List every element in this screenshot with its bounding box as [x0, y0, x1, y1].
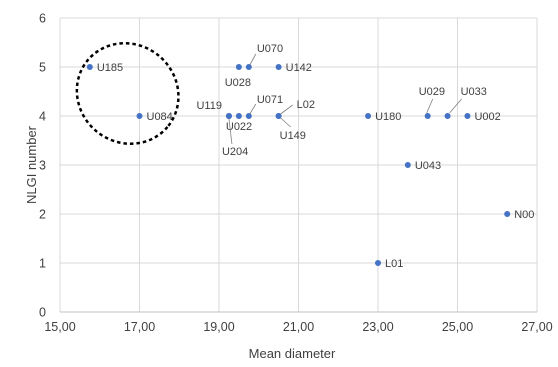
highlight-ellipse: [75, 41, 180, 146]
data-point-u149: [275, 113, 282, 119]
data-label-u022: U022: [226, 121, 252, 133]
data-point-u028: [235, 64, 242, 70]
data-point-u022: [235, 113, 242, 119]
data-label-u204: U204: [222, 146, 248, 158]
data-label-u033: U033: [461, 86, 487, 98]
data-label-u002: U002: [474, 111, 500, 123]
x-tick-label: 15,00: [44, 320, 75, 334]
x-tick-label: 27,00: [521, 320, 552, 334]
data-point-u180: [365, 113, 372, 119]
x-tick-label: 25,00: [442, 320, 473, 334]
x-tick-label: 21,00: [283, 320, 314, 334]
data-label-n00: N00: [514, 209, 534, 221]
y-tick-label: 3: [39, 159, 46, 173]
leader-line: [280, 117, 291, 128]
leader-line: [280, 104, 293, 115]
data-point-u043: [404, 162, 411, 168]
data-point-u070: [245, 64, 252, 70]
data-label-u070: U070: [257, 43, 283, 55]
data-label-l01: L01: [385, 258, 403, 270]
leader-line: [249, 53, 257, 66]
data-label-u071: U071: [257, 94, 283, 106]
data-label-u149: U149: [280, 130, 306, 142]
y-tick-label: 5: [39, 61, 46, 75]
data-point-u142: [275, 64, 282, 70]
y-tick-label: 0: [39, 306, 46, 320]
x-tick-label: 17,00: [124, 320, 155, 334]
y-tick-label: 6: [39, 12, 46, 26]
leader-line: [249, 103, 257, 115]
data-label-u028: U028: [225, 77, 251, 89]
data-point-u029: [424, 113, 431, 119]
data-label-u142: U142: [286, 62, 312, 74]
y-tick-label: 1: [39, 257, 46, 271]
data-label-l02: L02: [297, 99, 315, 111]
data-labels: U185 U084 U070 U028 U142 U119 U071 U022 U204 L02 U…: [97, 43, 535, 270]
leader-line: [426, 98, 434, 114]
data-label-u029: U029: [419, 86, 445, 98]
data-label-u119: U119: [196, 100, 221, 112]
data-points: [86, 64, 511, 266]
data-point-u204: [225, 113, 232, 119]
data-label-u180: U180: [375, 111, 401, 123]
data-point-u071: [245, 113, 252, 119]
data-label-u185: U185: [97, 62, 123, 74]
data-point-n00: [504, 211, 511, 217]
data-point-u033: [444, 113, 451, 119]
x-tick-label: 19,00: [203, 320, 234, 334]
data-point-u185: [86, 64, 93, 70]
y-tick-label: 2: [39, 208, 46, 222]
data-point-u084: [136, 113, 143, 119]
data-point-l01: [375, 260, 381, 266]
leader-line: [228, 118, 233, 145]
y-axis-title: NLGI number: [24, 125, 39, 204]
leader-line: [449, 98, 462, 114]
data-point-u002: [464, 113, 471, 119]
y-tick-label: 4: [39, 110, 46, 124]
x-axis-title: Mean diameter: [249, 346, 336, 361]
data-label-u084: U084: [147, 111, 173, 123]
x-tick-label: 23,00: [362, 320, 393, 334]
data-label-u043: U043: [415, 160, 441, 172]
tick-labels: 15,00 17,00 19,00 21,00 23,00 25,00 27,00 0 1 2 3 4…: [39, 12, 553, 335]
